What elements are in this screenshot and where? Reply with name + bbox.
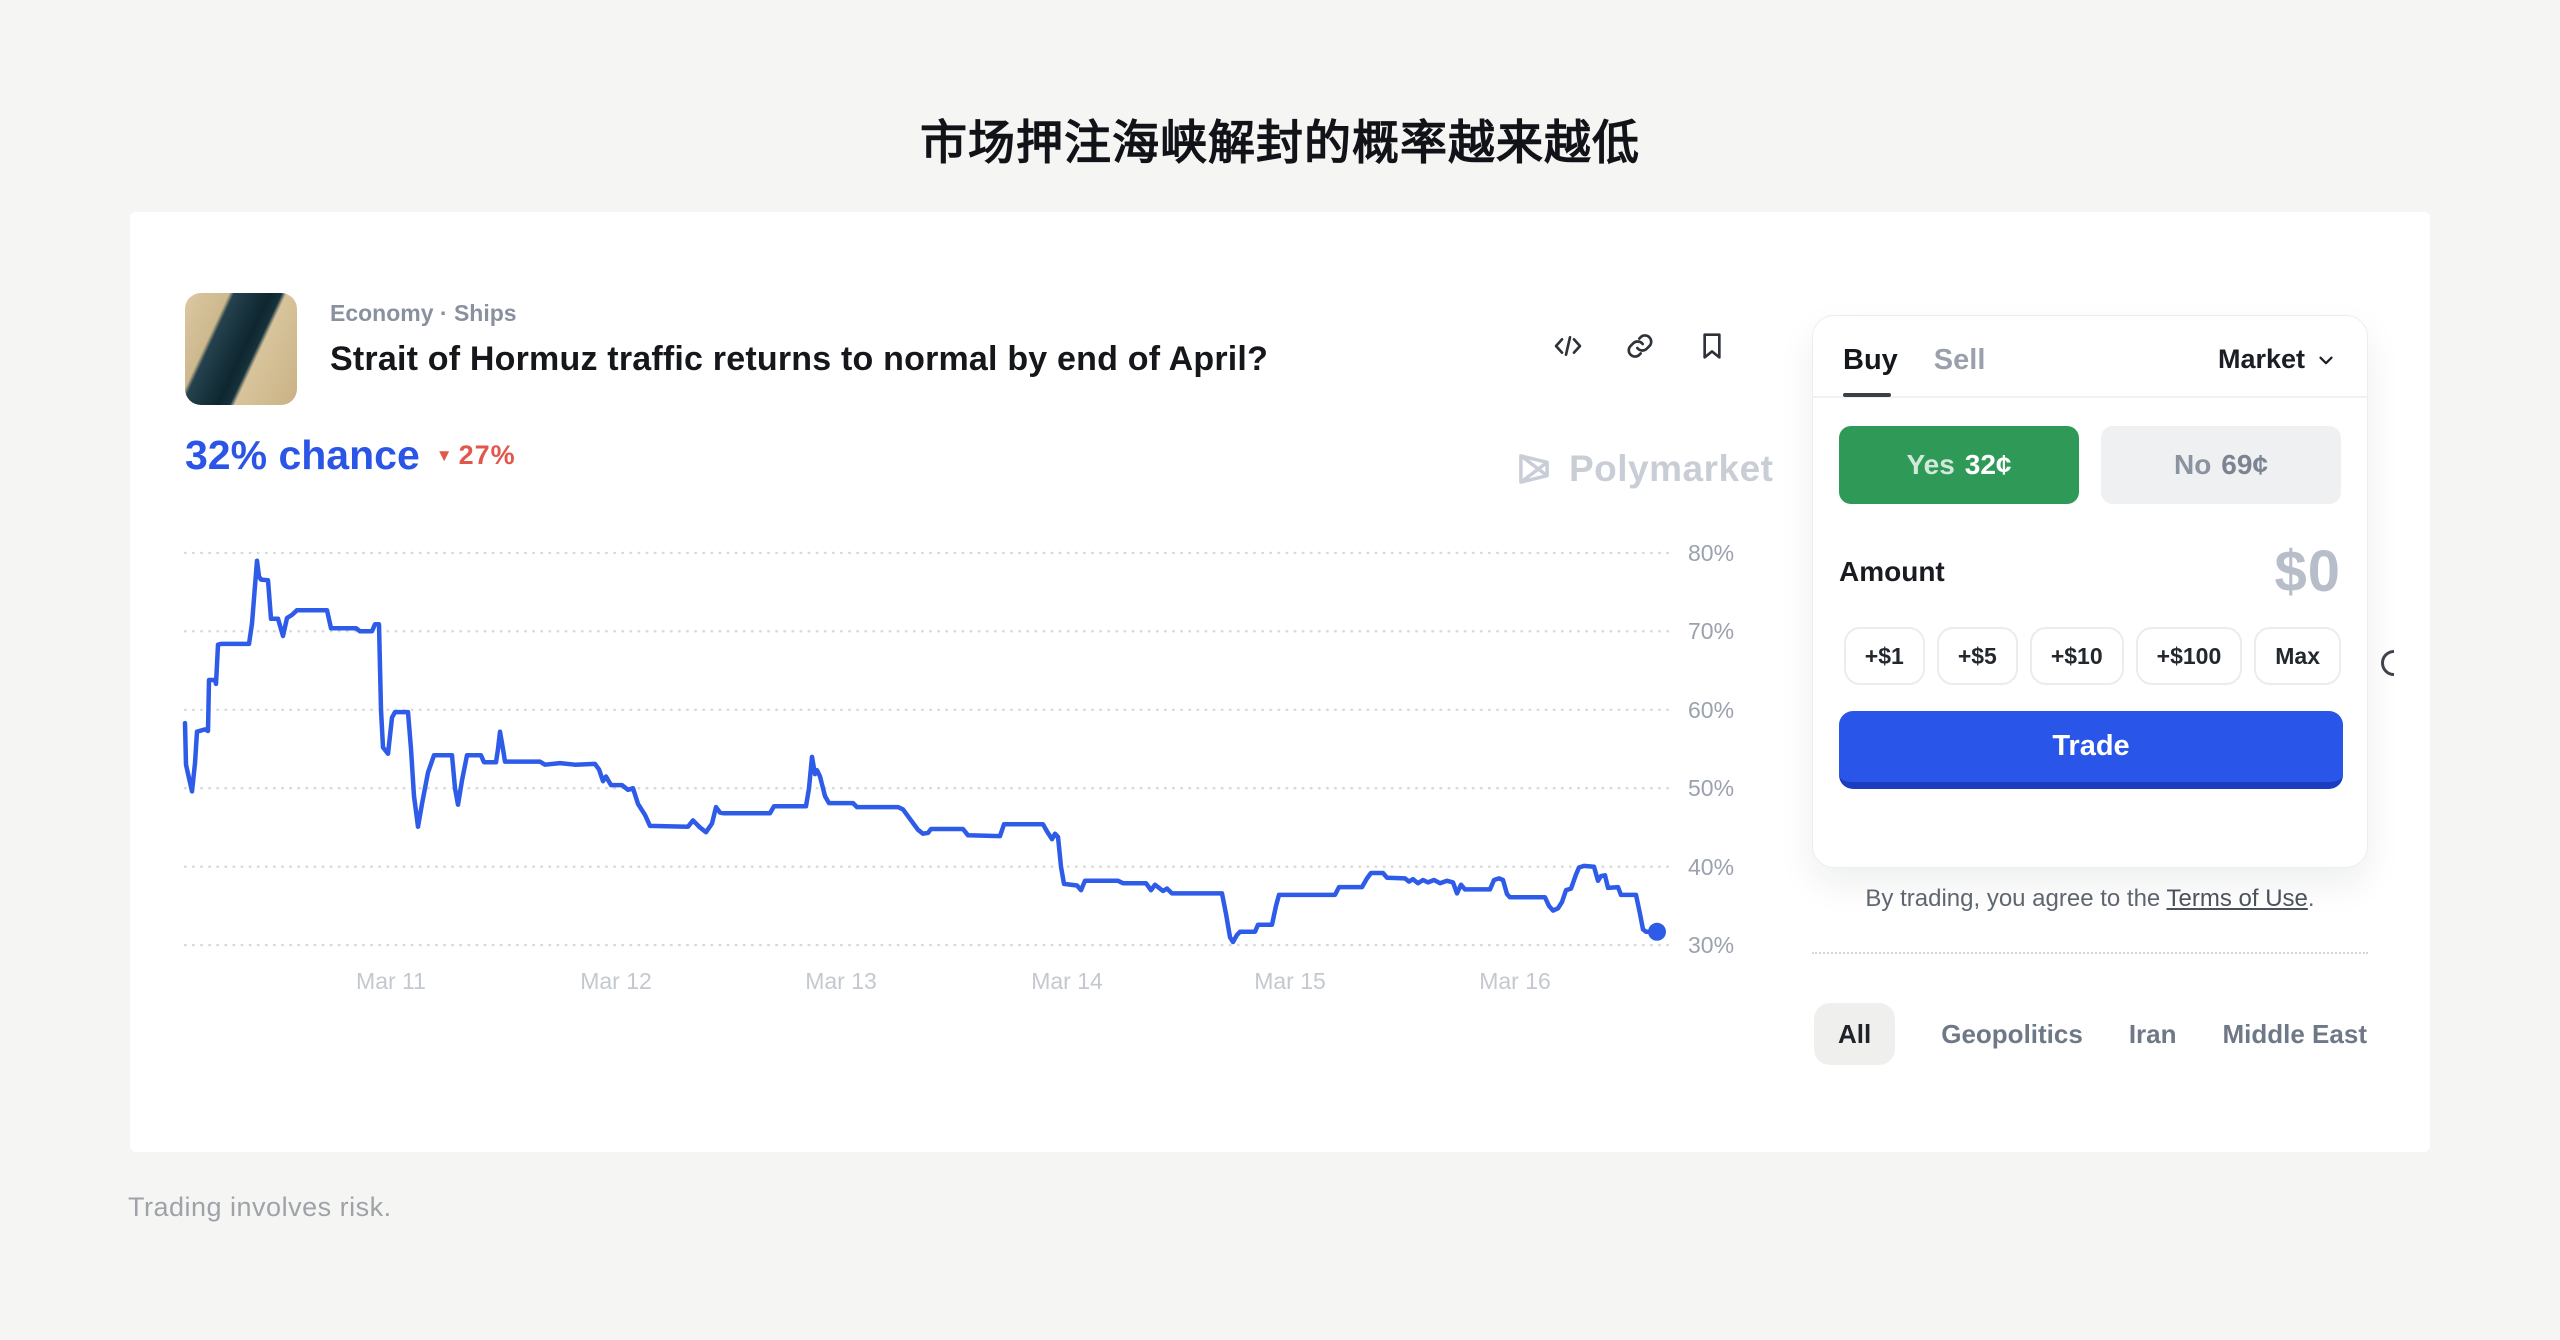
probability-line (182, 558, 1660, 945)
bookmark-icon[interactable] (1696, 330, 1728, 362)
y-axis-label: 80% (1688, 540, 1735, 566)
price-change: ▼ 27% (436, 440, 516, 471)
tag-middle-east[interactable]: Middle East (2222, 1018, 2367, 1049)
polymarket-logo-icon (1519, 454, 1549, 484)
add-1-button[interactable]: +$1 (1843, 627, 1925, 685)
price-change-value: 27% (458, 440, 516, 470)
page-title: 市场押注海峡解封的概率越来越低 (920, 116, 1640, 169)
y-axis-label: 70% (1688, 618, 1735, 644)
terms-line: By trading, you agree to the Terms of Us… (1865, 885, 2315, 912)
order-type-selector[interactable]: Market (2218, 344, 2337, 375)
polymarket-wordmark: Polymarket (1569, 448, 1774, 489)
x-axis-label: Mar 11 (356, 968, 426, 994)
y-axis-label: 50% (1688, 775, 1735, 801)
amount-input-value[interactable]: $0 (2274, 539, 2341, 604)
amount-row: Amount $0 (1813, 538, 2367, 605)
x-axis-label: Mar 16 (1479, 968, 1551, 994)
y-axis-label: 30% (1688, 932, 1735, 958)
trade-panel: Buy Sell Market Yes 32¢ No 69¢ Amount $0 (1812, 315, 2368, 868)
x-axis-label: Mar 14 (1031, 968, 1103, 994)
chevron-down-icon (2319, 356, 2333, 364)
tab-sell[interactable]: Sell (1933, 344, 1986, 376)
max-button[interactable]: Max (2254, 627, 2341, 685)
add-100-button[interactable]: +$100 (2135, 627, 2243, 685)
order-type-value: Market (2217, 344, 2305, 374)
tag-all[interactable]: All (1814, 1003, 1896, 1065)
tag-filter-bar: All Geopolitics Iran Middle East (1814, 1003, 2367, 1065)
polymarket-watermark: Polymarket (1513, 448, 1774, 490)
x-axis-label: Mar 13 (805, 968, 877, 994)
outcome-buttons: Yes 32¢ No 69¢ (1813, 398, 2367, 504)
active-tab-underline (1843, 393, 1891, 397)
cutoff-circle-icon (2381, 650, 2394, 680)
market-thumbnail (185, 293, 297, 405)
market-category: Economy · Ships (330, 300, 517, 326)
add-5-button[interactable]: +$5 (1936, 627, 2018, 685)
tag-iran[interactable]: Iran (2128, 1018, 2177, 1049)
market-actions (1552, 330, 1728, 362)
trade-button[interactable]: Trade (1839, 711, 2343, 789)
amount-label: Amount (1839, 555, 1945, 587)
x-axis-label: Mar 12 (580, 968, 652, 994)
current-value-dot (1648, 922, 1666, 941)
y-axis-label: 60% (1688, 697, 1735, 723)
risk-disclaimer: Trading involves risk. (128, 1192, 392, 1222)
chart-canvas[interactable] (182, 527, 1670, 982)
x-axis: Mar 11 Mar 12 Mar 13 Mar 14 Mar 15 Mar 16 (185, 968, 1668, 1004)
trade-panel-header: Buy Sell Market (1813, 316, 2367, 397)
y-axis: 30% 40% 50% 60% 70% 80% (1688, 527, 1778, 982)
chance-row: 32% chance ▼ 27% (185, 432, 516, 479)
market-title: Strait of Hormuz traffic returns to norm… (330, 340, 1269, 378)
tab-buy[interactable]: Buy (1843, 344, 1898, 397)
x-axis-label: Mar 15 (1254, 968, 1326, 994)
terms-of-use-link[interactable]: Terms of Use (2166, 885, 2308, 912)
section-divider (1812, 952, 2368, 954)
outcome-yes-button[interactable]: Yes 32¢ (1839, 426, 2079, 504)
outcome-no-button[interactable]: No 69¢ (2101, 426, 2341, 504)
embed-code-icon[interactable] (1552, 330, 1584, 362)
link-icon[interactable] (1624, 330, 1656, 362)
add-10-button[interactable]: +$10 (2029, 627, 2124, 685)
chance-value: 32% chance (185, 432, 420, 478)
probability-chart[interactable] (182, 527, 1670, 982)
y-axis-label: 40% (1688, 854, 1735, 880)
quick-amount-buttons: +$1 +$5 +$10 +$100 Max (1813, 627, 2367, 685)
header-divider (1813, 396, 2367, 398)
triangle-down-icon: ▼ (435, 446, 453, 465)
tag-geopolitics[interactable]: Geopolitics (1941, 1018, 2083, 1049)
